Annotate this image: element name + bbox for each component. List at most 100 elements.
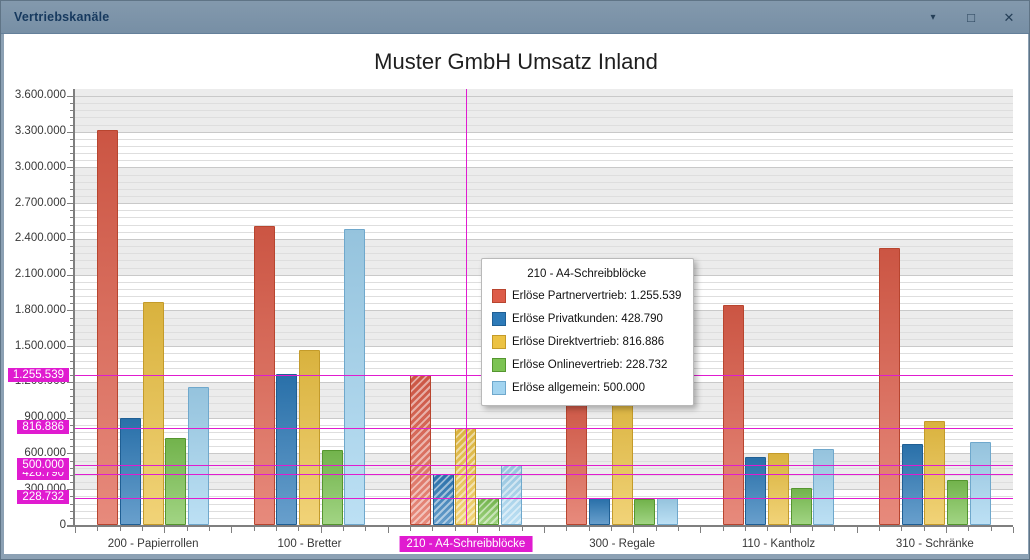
y-axis-tick [69,174,73,176]
chart-area: Muster GmbH Umsatz Inland 0 300.000 600.00… [4,34,1028,554]
y-axis-tick [67,381,73,383]
y-axis-tick [69,460,73,462]
gridline [75,489,1013,491]
y-axis-tick [69,231,73,233]
gridline [75,174,1013,176]
bar-erl-se-privatkunden-1[interactable] [276,373,298,525]
x-axis-tick [521,527,523,531]
bar-erl-se-direktvertrieb-0[interactable] [142,302,164,525]
bar-erl-se-partnervertrieb-4[interactable] [722,305,744,525]
y-axis-tick-label: 2.100.000 [14,268,66,281]
series-color-swatch [492,289,506,303]
y-axis-tick [69,360,73,362]
x-axis-tick [566,527,568,531]
bar-erl-se-allgemein-3[interactable] [656,497,678,525]
close-icon[interactable]: ✕ [1003,9,1015,25]
y-axis-tick [69,374,73,376]
crosshair-value-label: 228.732 [17,490,69,505]
x-axis-tick [946,527,947,533]
bar-erl-se-allgemein-0[interactable] [187,386,209,525]
tooltip-row: Erlöse allgemein: 500.000 [492,381,681,395]
bar-erl-se-partnervertrieb-3[interactable] [566,393,588,525]
bar-erl-se-allgemein-5[interactable] [969,442,991,525]
interlace-band [75,167,1013,204]
crosshair-value-label: 816.886 [17,420,69,435]
gridline [75,217,1013,219]
interlace-band [75,203,1013,239]
x-axis-category-label: 100 - Bretter [277,538,342,550]
tooltip-row: Erlöse Privatkunden: 428.790 [492,312,681,326]
x-axis-tick [477,527,478,533]
tooltip-series-value: Erlöse allgemein: 500.000 [512,382,645,394]
y-axis-tick [67,95,73,97]
bar-erl-se-onlinevertrieb-1[interactable] [321,449,343,525]
maximize-icon[interactable]: □ [967,10,975,25]
bar-erl-se-privatkunden-3[interactable] [589,498,611,525]
y-axis-tick [69,353,73,355]
y-axis-tick [69,196,73,198]
y-axis-tick [69,224,73,226]
y-axis-tick [67,167,73,169]
bar-erl-se-privatkunden-4[interactable] [745,457,767,525]
tooltip-title: 210 - A4-Schreibblöcke [527,268,647,280]
series-color-swatch [492,335,506,349]
bar-erl-se-direktvertrieb-1[interactable] [299,350,320,525]
y-axis-tick [69,253,73,255]
x-axis-tick [990,527,992,531]
bar-erl-se-onlinevertrieb-2[interactable] [477,497,499,525]
gridline [75,181,1013,183]
x-axis-tick [812,527,813,531]
y-axis-tick [69,181,73,183]
bar-erl-se-onlinevertrieb-3[interactable] [634,499,656,525]
tooltip-series-value: Erlöse Partnervertrieb: 1.255.539 [512,290,682,302]
bar-erl-se-partnervertrieb-5[interactable] [879,247,901,525]
bar-erl-se-allgemein-1[interactable] [344,229,366,525]
y-axis-tick [69,324,73,326]
x-axis-tick [655,527,657,531]
x-axis-tick [923,527,925,531]
bar-erl-se-partnervertrieb-2[interactable] [410,375,432,525]
y-axis-tick [69,482,73,484]
bar-erl-se-allgemein-4[interactable] [813,448,835,525]
y-axis-tick [69,396,73,398]
gridline [75,510,1013,512]
y-axis-tick-label: 0 [59,518,66,531]
bar-erl-se-privatkunden-0[interactable] [120,417,142,525]
gridline [75,453,1013,455]
window-titlebar[interactable]: Vertriebskanäle ▾ □ ✕ [1,1,1029,34]
bar-erl-se-privatkunden-2[interactable] [432,473,454,525]
y-axis-tick-label: 2.700.000 [14,196,66,209]
crosshair-hline [75,427,1013,429]
x-axis-tick [588,527,590,531]
gridline [75,110,1013,112]
y-axis-tick [69,517,73,519]
x-axis-tick [879,527,880,531]
y-axis-tick [69,267,73,269]
y-axis-tick [69,117,73,119]
bar-erl-se-direktvertrieb-3[interactable] [611,391,633,525]
x-axis-tick [432,527,434,531]
gridline [75,160,1013,162]
x-axis-tick [298,527,300,531]
x-axis-tick [209,527,210,531]
bar-erl-se-partnervertrieb-0[interactable] [97,130,119,525]
x-axis-tick [320,527,322,533]
bar-erl-se-onlinevertrieb-5[interactable] [946,479,968,525]
bar-erl-se-direktvertrieb-4[interactable] [768,453,789,525]
y-axis-tick [69,389,73,391]
x-axis-tick [454,527,456,531]
gridline [75,410,1013,412]
y-axis-tick [69,145,73,147]
bar-erl-se-privatkunden-5[interactable] [901,443,923,525]
y-axis-tick [67,489,73,491]
bar-erl-se-onlinevertrieb-0[interactable] [165,437,187,525]
dropdown-pin-icon[interactable]: ▾ [930,12,936,23]
y-axis-tick [69,260,73,262]
y-axis-tick [69,331,73,333]
interlace-band [75,489,1013,525]
gridline [75,467,1013,469]
y-axis-tick [67,525,73,526]
bar-erl-se-direktvertrieb-5[interactable] [924,421,946,525]
bar-erl-se-onlinevertrieb-4[interactable] [790,488,812,525]
